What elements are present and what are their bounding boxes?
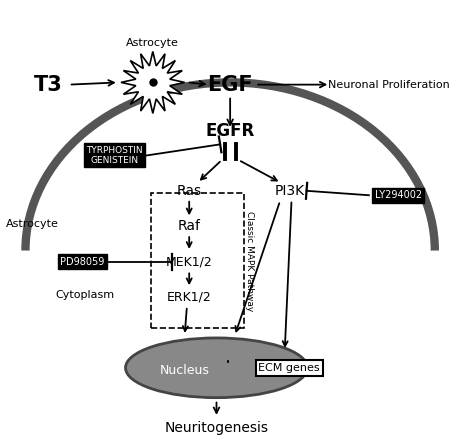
Text: T3: T3 xyxy=(34,75,63,95)
Ellipse shape xyxy=(126,338,308,398)
Text: TYRPHOSTIN
GENISTEIN: TYRPHOSTIN GENISTEIN xyxy=(86,146,143,165)
Text: MEK1/2: MEK1/2 xyxy=(166,255,212,268)
Text: Neuritogenesis: Neuritogenesis xyxy=(164,421,268,435)
Text: ECM genes: ECM genes xyxy=(258,363,320,373)
Text: ERK1/2: ERK1/2 xyxy=(167,290,211,303)
Text: PI3K: PI3K xyxy=(274,184,304,198)
Text: LY294002: LY294002 xyxy=(375,190,422,200)
Text: Raf: Raf xyxy=(178,219,201,233)
Text: Neuronal Proliferation: Neuronal Proliferation xyxy=(328,80,450,90)
Text: PD98059: PD98059 xyxy=(60,257,104,267)
Text: EGF: EGF xyxy=(207,75,253,95)
Polygon shape xyxy=(121,52,185,113)
Text: Cytoplasm: Cytoplasm xyxy=(55,290,114,300)
Text: Astrocyte: Astrocyte xyxy=(127,38,179,47)
Text: EGFR: EGFR xyxy=(206,122,255,140)
Text: Ras: Ras xyxy=(177,184,202,198)
Text: Astrocyte: Astrocyte xyxy=(6,219,59,229)
Text: Nucleus: Nucleus xyxy=(160,363,210,376)
Text: Classic MAPK Pathway: Classic MAPK Pathway xyxy=(245,211,254,312)
